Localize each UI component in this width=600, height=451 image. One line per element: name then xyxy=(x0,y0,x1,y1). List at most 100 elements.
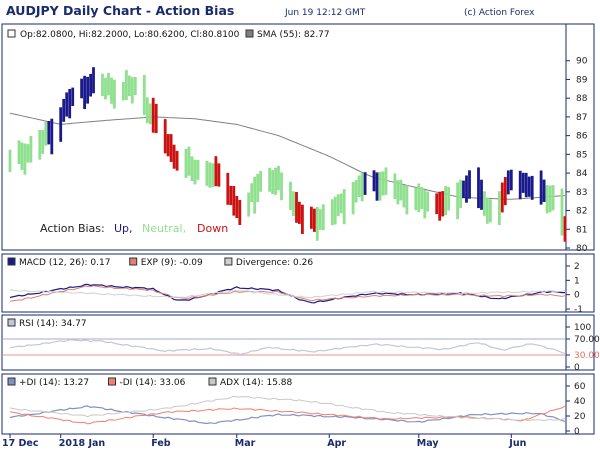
candle-bar xyxy=(217,163,221,187)
candle-bar xyxy=(420,187,424,209)
candle-bar xyxy=(384,167,388,195)
price-tick-label: 89 xyxy=(576,75,588,85)
candle-bar xyxy=(187,146,191,176)
x-tick-label: Apr xyxy=(327,438,346,449)
candle-bar xyxy=(530,175,534,200)
candle-bar xyxy=(196,160,200,180)
ind-legend: RSI (14): 34.77 xyxy=(19,319,87,329)
sma-legend: SMA (55): 82.77 xyxy=(257,30,330,40)
candle-bar xyxy=(101,73,104,97)
candle-bar xyxy=(518,170,522,200)
candle-bar xyxy=(500,182,504,213)
candle-bar xyxy=(372,170,376,192)
ind-tick-label: 20 xyxy=(574,412,586,422)
candle-bar xyxy=(29,136,33,163)
candle-bar xyxy=(226,172,230,205)
action-bias-down: Down xyxy=(197,222,228,235)
candle-bar xyxy=(65,92,69,117)
candle-bar xyxy=(142,75,146,116)
candle-bar xyxy=(336,194,340,217)
candle-bar xyxy=(193,159,197,185)
ind-tick-label: 0 xyxy=(574,363,580,373)
candle-bar xyxy=(480,179,483,210)
candle-bar xyxy=(256,174,260,202)
candle-bar xyxy=(214,156,218,187)
candle-bar xyxy=(253,176,257,214)
price-tick-label: 80 xyxy=(576,244,588,254)
ind-legend-swatch xyxy=(208,377,217,386)
candle-bar xyxy=(405,185,409,215)
ind-tick-label: 0 xyxy=(574,427,580,437)
price-tick-label: 86 xyxy=(576,132,588,142)
rsi-panel-frame xyxy=(1,314,595,371)
ind-tick-label: 70.00 xyxy=(574,335,600,345)
ind-legend-swatch xyxy=(7,318,16,327)
candle-bar xyxy=(122,81,125,101)
candle-bar xyxy=(509,169,513,191)
ohlc-legend-swatch xyxy=(7,29,16,38)
candle-bar xyxy=(208,162,212,188)
candle-bar xyxy=(521,172,525,193)
ind-legend: -DI (14): 33.06 xyxy=(120,378,186,388)
candle-bar xyxy=(357,175,361,197)
price-tick-label: 88 xyxy=(576,94,588,104)
price-tick-label: 83 xyxy=(576,188,587,198)
price-tick-label: 87 xyxy=(576,113,587,123)
x-tick-label: Feb xyxy=(151,438,171,449)
macd-panel-frame xyxy=(1,253,595,313)
price-tick-label: 85 xyxy=(576,150,587,160)
candle-bar xyxy=(354,180,358,203)
candle-bar xyxy=(148,103,152,125)
ind-legend-swatch xyxy=(108,377,116,386)
candle-bar xyxy=(247,192,251,217)
candle-bar xyxy=(128,75,131,96)
candle-bar xyxy=(483,191,486,216)
ind-tick-label: 0 xyxy=(574,291,580,301)
candle-bar xyxy=(315,207,319,241)
candle-bar xyxy=(250,183,254,203)
sma-legend-swatch xyxy=(245,29,254,38)
candle-bar xyxy=(465,175,468,203)
candle-bar xyxy=(172,144,176,169)
x-tick-label: May xyxy=(417,438,440,449)
candle-bar xyxy=(527,176,531,197)
candle-bar xyxy=(68,89,72,119)
candle-bar xyxy=(318,209,322,230)
candle-bar xyxy=(551,185,555,211)
x-tick-label: Mar xyxy=(235,438,256,449)
candle-bar xyxy=(38,129,42,160)
candle-bar xyxy=(259,170,262,192)
candle-bar xyxy=(163,119,167,154)
candle-bar xyxy=(175,150,179,171)
candle-bar xyxy=(423,190,427,219)
candle-bar xyxy=(110,77,113,104)
candle-bar xyxy=(17,140,21,164)
candle-bar xyxy=(360,173,364,202)
ind-legend-swatch xyxy=(129,257,138,266)
candle-bar xyxy=(190,156,194,182)
series-line-0 xyxy=(9,338,566,356)
candle-bar xyxy=(342,189,346,225)
ind-legend: +DI (14): 13.27 xyxy=(19,378,89,388)
candle-bar xyxy=(62,98,66,122)
candle-bar xyxy=(468,170,471,199)
action-bias-neutral: Neutral, xyxy=(142,222,186,235)
candle-bar xyxy=(560,188,564,236)
candle-bar xyxy=(393,173,397,200)
candles xyxy=(8,67,567,242)
candle-bar xyxy=(184,148,188,178)
candle-bar xyxy=(274,167,277,195)
candle-bar xyxy=(166,134,170,157)
candle-bar xyxy=(89,73,92,97)
candle-bar xyxy=(154,103,158,134)
price-tick-label: 82 xyxy=(576,207,587,217)
candle-bar xyxy=(438,191,442,221)
candle-bar xyxy=(211,163,215,187)
candle-bar xyxy=(563,216,567,242)
candle-bar xyxy=(229,185,233,206)
dmi-panel-frame xyxy=(1,373,595,435)
candle-bar xyxy=(71,87,75,106)
candle-bar xyxy=(47,121,51,145)
candle-bar xyxy=(441,191,445,217)
candle-bar xyxy=(145,97,149,124)
